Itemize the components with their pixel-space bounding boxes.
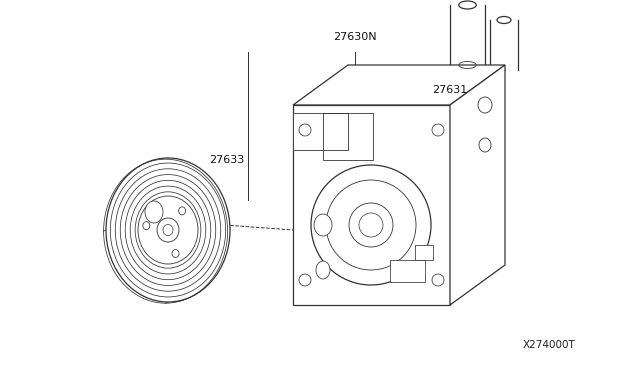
Circle shape [326,180,416,270]
Circle shape [432,274,444,286]
Circle shape [299,274,311,286]
Polygon shape [293,65,505,105]
Ellipse shape [157,218,179,242]
Ellipse shape [479,138,491,152]
Ellipse shape [316,261,330,279]
Ellipse shape [478,97,492,113]
Text: 27633: 27633 [209,155,244,165]
Text: 27630N: 27630N [333,32,377,42]
Ellipse shape [314,214,332,236]
Polygon shape [293,113,348,150]
Text: X274000T: X274000T [522,340,575,350]
Ellipse shape [172,250,179,257]
Bar [390,260,425,282]
Circle shape [299,124,311,136]
Circle shape [349,203,393,247]
Ellipse shape [106,158,230,302]
Circle shape [432,124,444,136]
Bar [415,245,433,260]
Ellipse shape [163,224,173,235]
Polygon shape [293,105,450,305]
Circle shape [359,213,383,237]
Ellipse shape [179,207,186,215]
Ellipse shape [145,201,163,223]
Text: 27631: 27631 [432,85,467,95]
Ellipse shape [497,16,511,23]
Ellipse shape [459,1,476,9]
Circle shape [311,165,431,285]
Polygon shape [450,65,505,305]
Ellipse shape [138,196,198,264]
Ellipse shape [143,222,150,230]
